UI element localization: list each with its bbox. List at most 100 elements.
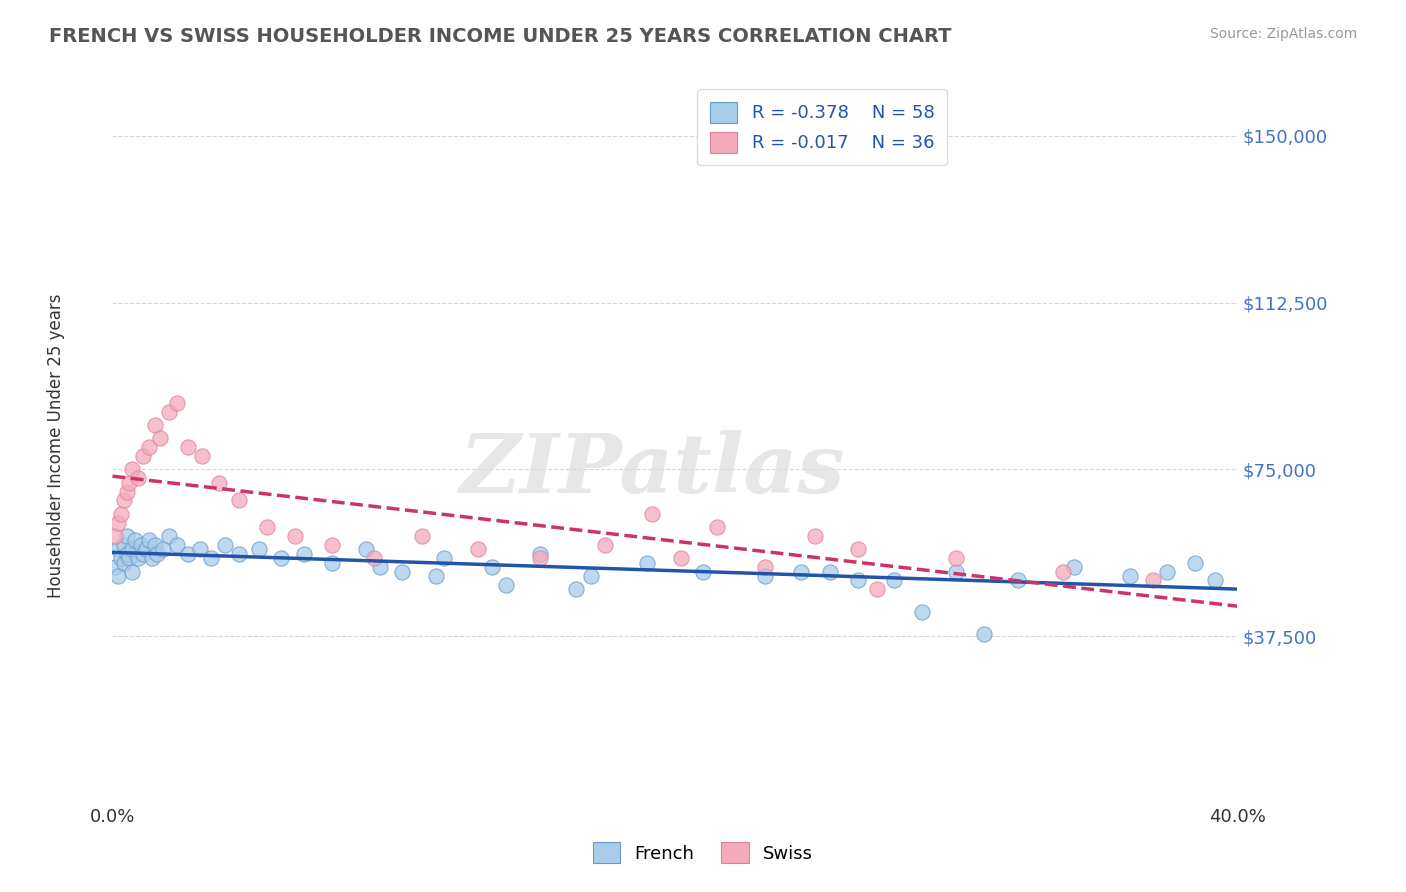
Point	[363, 551, 385, 566]
Point	[107, 542, 129, 557]
Point	[579, 569, 602, 583]
Point	[143, 417, 166, 432]
Legend: R = -0.378    N = 58, R = -0.017    N = 36: R = -0.378 N = 58, R = -0.017 N = 36	[697, 89, 948, 165]
Point	[411, 529, 433, 543]
Point	[177, 440, 200, 454]
Point	[692, 565, 714, 579]
Point	[284, 529, 307, 543]
Point	[166, 538, 188, 552]
Point	[433, 551, 456, 566]
Point	[247, 542, 270, 557]
Point	[146, 547, 169, 561]
Point	[112, 493, 135, 508]
Point	[121, 462, 143, 476]
Point	[127, 471, 149, 485]
Point	[115, 547, 138, 561]
Point	[118, 475, 141, 490]
Point	[529, 547, 551, 561]
Point	[256, 520, 278, 534]
Point	[228, 547, 250, 561]
Point	[593, 538, 616, 552]
Point	[973, 627, 995, 641]
Point	[818, 565, 841, 579]
Legend: French, Swiss: French, Swiss	[582, 831, 824, 874]
Point	[481, 560, 503, 574]
Point	[132, 547, 155, 561]
Point	[214, 538, 236, 552]
Point	[1007, 574, 1029, 588]
Text: Householder Income Under 25 years: Householder Income Under 25 years	[48, 293, 65, 599]
Point	[138, 440, 160, 454]
Point	[804, 529, 827, 543]
Point	[115, 484, 138, 499]
Point	[110, 507, 132, 521]
Point	[945, 551, 967, 566]
Point	[228, 493, 250, 508]
Point	[121, 542, 143, 557]
Point	[1119, 569, 1142, 583]
Point	[368, 560, 391, 574]
Text: FRENCH VS SWISS HOUSEHOLDER INCOME UNDER 25 YEARS CORRELATION CHART: FRENCH VS SWISS HOUSEHOLDER INCOME UNDER…	[49, 27, 952, 45]
Point	[121, 565, 143, 579]
Point	[208, 475, 231, 490]
Point	[149, 431, 172, 445]
Point	[124, 533, 146, 548]
Point	[143, 538, 166, 552]
Point	[292, 547, 315, 561]
Point	[127, 551, 149, 566]
Point	[706, 520, 728, 534]
Point	[112, 556, 135, 570]
Text: Source: ZipAtlas.com: Source: ZipAtlas.com	[1209, 27, 1357, 41]
Point	[911, 605, 934, 619]
Point	[118, 551, 141, 566]
Point	[467, 542, 489, 557]
Point	[1142, 574, 1164, 588]
Point	[565, 582, 588, 597]
Point	[138, 533, 160, 548]
Point	[110, 551, 132, 566]
Point	[754, 569, 776, 583]
Point	[200, 551, 222, 566]
Point	[945, 565, 967, 579]
Point	[790, 565, 813, 579]
Point	[846, 574, 869, 588]
Point	[157, 404, 180, 418]
Point	[104, 560, 127, 574]
Point	[132, 449, 155, 463]
Point	[1156, 565, 1178, 579]
Point	[1184, 556, 1206, 570]
Point	[495, 578, 517, 592]
Point	[188, 542, 211, 557]
Point	[141, 551, 163, 566]
Point	[425, 569, 447, 583]
Point	[866, 582, 889, 597]
Point	[107, 569, 129, 583]
Point	[754, 560, 776, 574]
Point	[641, 507, 664, 521]
Point	[135, 542, 157, 557]
Point	[883, 574, 905, 588]
Point	[391, 565, 413, 579]
Point	[177, 547, 200, 561]
Point	[129, 538, 152, 552]
Point	[354, 542, 377, 557]
Point	[529, 551, 551, 566]
Point	[1204, 574, 1226, 588]
Point	[191, 449, 214, 463]
Point	[1063, 560, 1085, 574]
Point	[112, 538, 135, 552]
Point	[104, 529, 127, 543]
Point	[321, 556, 343, 570]
Point	[152, 542, 174, 557]
Text: ZIPatlas: ZIPatlas	[460, 431, 845, 510]
Point	[115, 529, 138, 543]
Point	[166, 395, 188, 409]
Point	[669, 551, 692, 566]
Point	[321, 538, 343, 552]
Point	[846, 542, 869, 557]
Point	[636, 556, 658, 570]
Point	[1052, 565, 1074, 579]
Point	[157, 529, 180, 543]
Point	[107, 516, 129, 530]
Point	[270, 551, 292, 566]
